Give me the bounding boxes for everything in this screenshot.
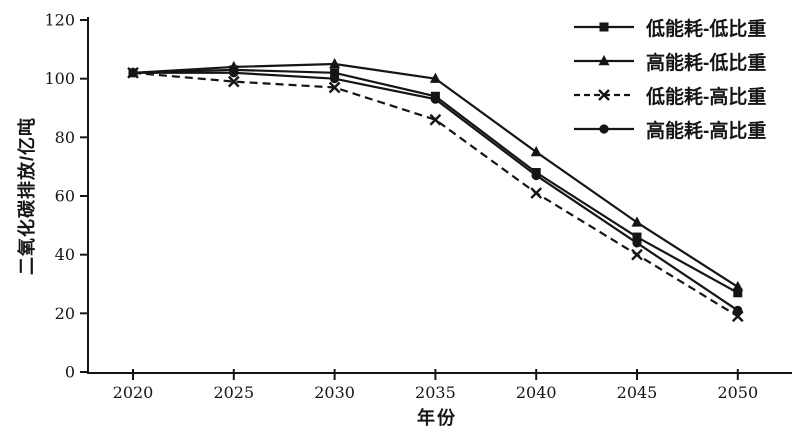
marker-triangle-icon	[732, 280, 744, 292]
marker-triangle-icon	[631, 216, 643, 227]
y-axis-title: 二氧化碳排放/亿吨	[17, 117, 37, 276]
marker-x-icon	[530, 187, 543, 199]
marker-triangle-icon	[329, 58, 341, 69]
marker-circle-icon	[599, 124, 609, 134]
y-tick-label: 40	[55, 245, 75, 264]
marker-square-icon	[599, 22, 609, 32]
y-tick-label: 100	[44, 69, 75, 88]
marker-x-icon	[227, 75, 240, 88]
legend-item-high-energy-high-share: 高能耗-高比重	[572, 112, 766, 146]
marker-circle-icon	[531, 170, 541, 181]
x-tick-label: 2020	[113, 383, 154, 402]
legend-label: 低能耗-低比重	[646, 18, 767, 40]
y-tick-label: 0	[65, 363, 75, 382]
y-tick-label: 80	[55, 128, 75, 147]
legend-sample-square-icon	[574, 22, 634, 32]
marker-square-icon	[330, 68, 340, 78]
legend-item-high-energy-low-share: 高能耗-低比重	[572, 44, 766, 78]
marker-circle-icon	[128, 68, 138, 78]
marker-triangle-icon	[598, 55, 610, 66]
legend-label: 高能耗-高比重	[646, 120, 767, 142]
marker-triangle-icon	[429, 72, 441, 83]
marker-circle-icon	[330, 74, 340, 84]
legend-label: 低能耗-高比重	[646, 86, 767, 108]
x-tick-label: 2040	[516, 383, 557, 402]
marker-x-icon	[631, 248, 643, 261]
legend-label: 高能耗-低比重	[646, 52, 767, 74]
marker-circle-icon	[229, 68, 239, 78]
marker-x-icon	[429, 113, 442, 126]
legend: 低能耗-低比重 高能耗-低比重 低能耗-高比重 高能耗-高比重	[572, 10, 766, 146]
marker-x-icon	[328, 81, 341, 94]
marker-circle-icon	[733, 305, 743, 315]
legend-item-low-energy-high-share: 低能耗-高比重	[572, 78, 766, 112]
legend-sample-circle-icon	[574, 124, 634, 134]
marker-circle-icon	[430, 94, 440, 104]
x-tick-label: 2025	[213, 383, 254, 402]
x-tick-label: 2030	[314, 383, 355, 402]
marker-triangle-icon	[530, 146, 542, 157]
marker-circle-icon	[632, 238, 642, 248]
y-tick-label: 20	[55, 304, 75, 323]
x-tick-label: 2035	[415, 383, 456, 402]
legend-sample-triangle-icon	[574, 55, 634, 66]
legend-sample-x-icon	[574, 89, 634, 101]
marker-triangle-icon	[228, 60, 240, 72]
x-tick-label: 2050	[717, 383, 758, 402]
marker-x-icon	[598, 89, 610, 101]
marker-square-icon	[733, 288, 743, 298]
legend-item-low-energy-low-share: 低能耗-低比重	[572, 10, 766, 44]
y-tick-label: 60	[55, 187, 75, 206]
x-tick-label: 2045	[617, 383, 658, 402]
x-axis-title: 年份	[417, 408, 457, 428]
marker-square-icon	[632, 232, 642, 242]
y-tick-label: 120	[44, 11, 75, 30]
